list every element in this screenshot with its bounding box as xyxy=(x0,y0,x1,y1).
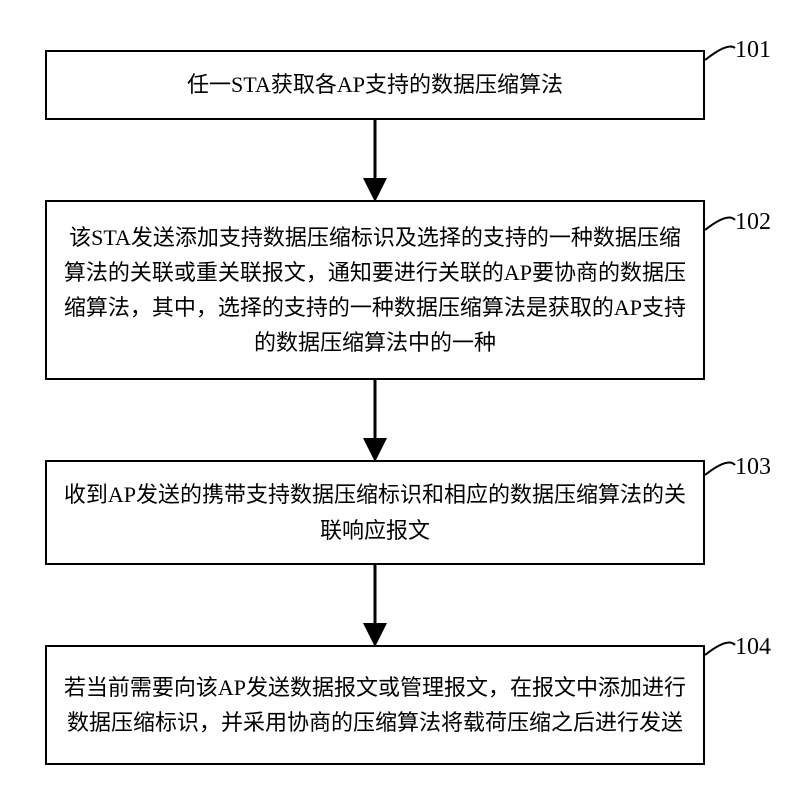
label-connector-2 xyxy=(705,218,735,230)
edges-svg xyxy=(0,0,800,798)
label-connector-3 xyxy=(705,463,735,475)
label-connector-1 xyxy=(705,47,735,61)
flowchart-canvas: 任一STA获取各AP支持的数据压缩算法 101 该STA发送添加支持数据压缩标识… xyxy=(0,0,800,798)
label-connector-4 xyxy=(705,643,735,655)
